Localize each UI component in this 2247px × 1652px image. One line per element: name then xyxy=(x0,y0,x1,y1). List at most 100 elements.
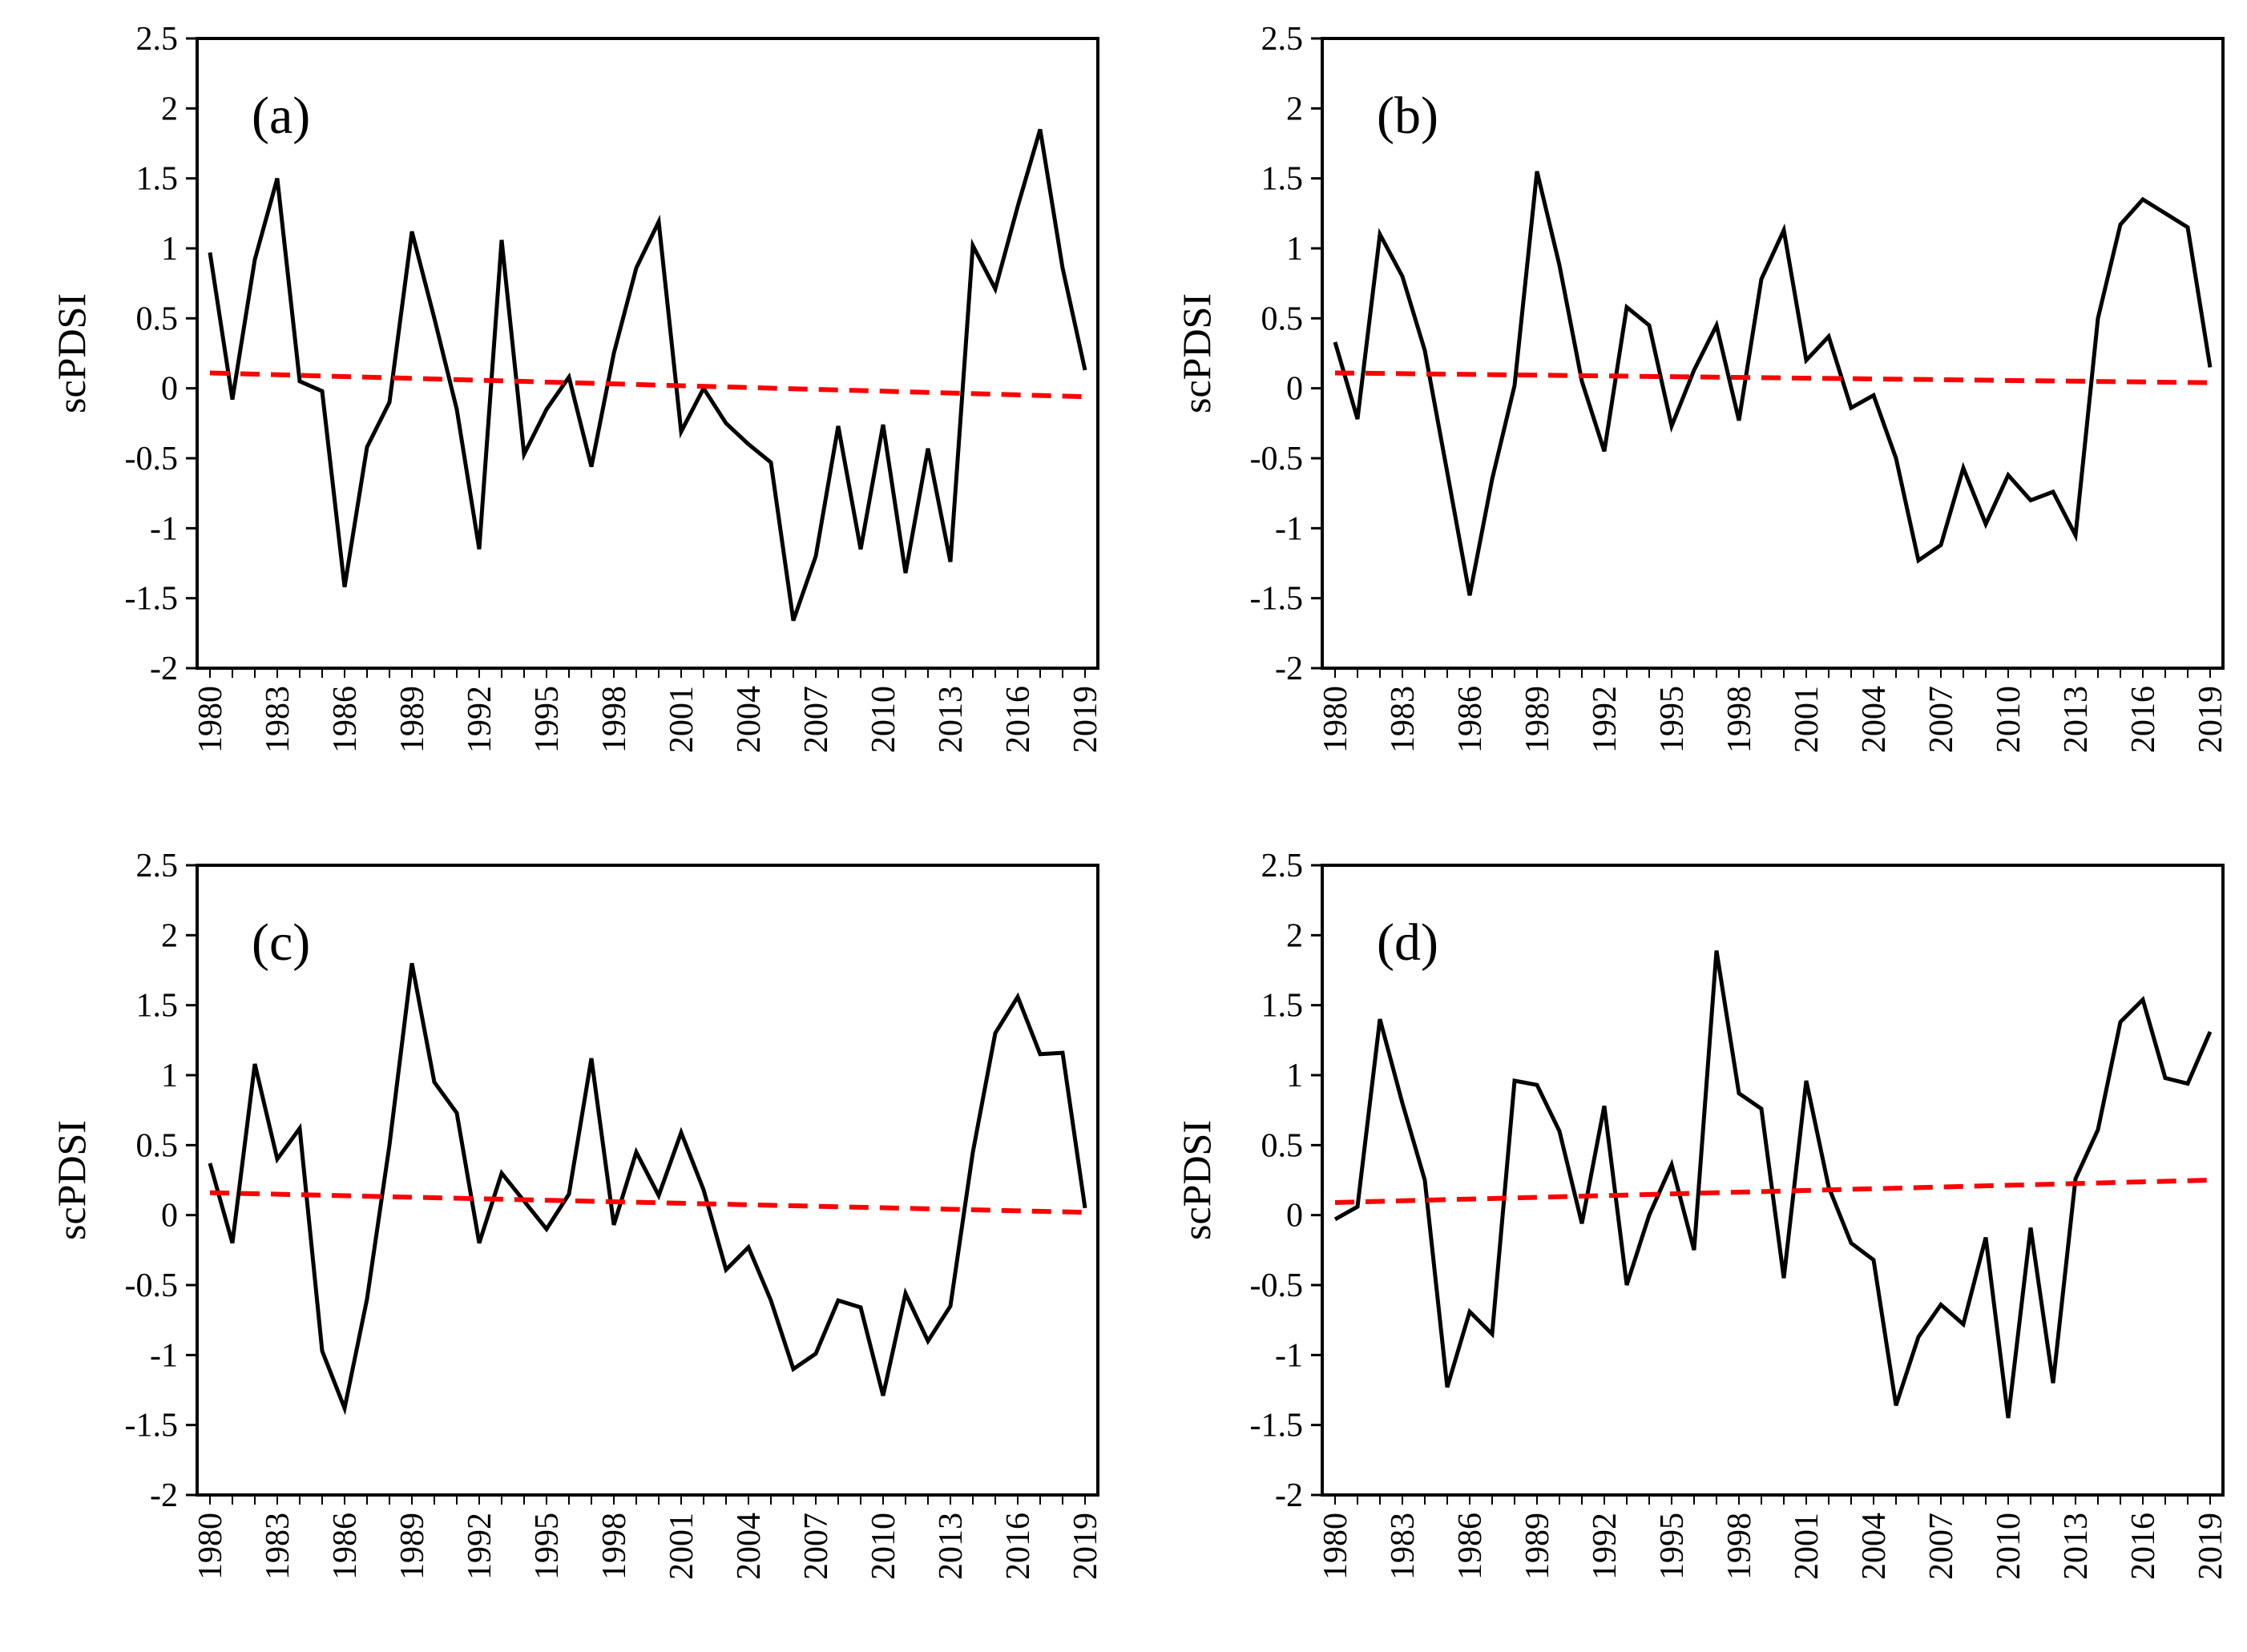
x-tick-label: 2010 xyxy=(1991,686,2027,753)
x-tick-label: 2004 xyxy=(1856,1513,1893,1580)
x-tick-label: 1998 xyxy=(596,1513,633,1580)
x-tick-label: 2010 xyxy=(865,1513,902,1580)
x-tick-label: 1998 xyxy=(1721,1513,1758,1580)
x-tick-label: 1983 xyxy=(1385,686,1422,753)
y-tick-label: 1.5 xyxy=(1261,161,1304,198)
x-tick-label: 1983 xyxy=(1385,1513,1422,1580)
chart-panel-b: 2.5 2 1.5 1 0.5 0 -0.5 -1 -1.5 -2 1980 1983 1986 1989… xyxy=(1174,21,2229,753)
y-tick-label: -1.5 xyxy=(1250,581,1304,618)
x-tick-label: 2013 xyxy=(2058,1513,2095,1580)
y-tick-label: 0.5 xyxy=(1261,1127,1304,1164)
series-line xyxy=(1333,171,2213,596)
trend-line xyxy=(209,370,1086,400)
y-axis-title: scPDSI xyxy=(49,293,94,413)
series-line xyxy=(208,962,1087,1416)
x-tick-label: 1992 xyxy=(462,686,498,753)
plot-frame xyxy=(1321,37,2225,670)
y-axis-title: scPDSI xyxy=(49,1120,94,1240)
y-tick-label: -0.5 xyxy=(125,441,179,477)
x-tick-label: 2019 xyxy=(1067,1513,1104,1580)
y-tick-label: 0.5 xyxy=(136,1127,179,1164)
y-tick-label: -1.5 xyxy=(125,581,179,618)
series-line xyxy=(208,128,1087,622)
chart-panel-d: 2.5 2 1.5 1 0.5 0 -0.5 -1 -1.5 -2 1980 1983 1986 1989… xyxy=(1174,848,2229,1580)
x-tick-label: 2010 xyxy=(865,686,902,753)
x-tick-label: 1980 xyxy=(1317,1513,1354,1580)
x-tick-label: 1989 xyxy=(394,1513,431,1580)
x-tick-label: 2010 xyxy=(1991,1513,2027,1580)
x-tick-label: 2001 xyxy=(664,686,700,753)
x-tick-label: 2013 xyxy=(933,686,970,753)
y-tick-label: -1 xyxy=(1275,510,1303,547)
y-tick-label: 0 xyxy=(161,371,178,408)
plot-frame xyxy=(196,37,1099,670)
trend-line xyxy=(1334,1178,2211,1205)
plot-frame xyxy=(196,864,1099,1497)
x-tick-label: 2004 xyxy=(731,686,768,753)
x-tick-label: 1989 xyxy=(1519,686,1556,753)
y-tick-label: -2 xyxy=(1275,1477,1303,1514)
y-tick-label: 0 xyxy=(1286,1198,1303,1235)
y-tick-label: 2.5 xyxy=(136,21,179,58)
panel-label: (a) xyxy=(252,87,310,145)
y-tick-label: 1 xyxy=(1286,1058,1303,1094)
y-tick-label: -2 xyxy=(1275,651,1303,687)
y-tick-label: -2 xyxy=(150,651,178,687)
y-tick-label: 0.5 xyxy=(136,300,179,337)
y-tick-label: 1 xyxy=(161,1058,178,1094)
panel-label: (c) xyxy=(252,913,310,972)
x-tick-label: 2007 xyxy=(798,686,835,753)
y-tick-label: 2 xyxy=(1286,91,1303,127)
x-tick-label: 2019 xyxy=(2193,686,2229,753)
plot-frame xyxy=(1321,864,2225,1497)
x-tick-label: 1992 xyxy=(1587,686,1624,753)
y-tick-label: -0.5 xyxy=(1250,1267,1304,1304)
y-tick-label: -1.5 xyxy=(125,1408,179,1444)
x-tick-label: 2007 xyxy=(798,1513,835,1580)
x-tick-label: 2013 xyxy=(933,1513,970,1580)
y-tick-label: 0 xyxy=(1286,371,1303,408)
x-tick-label: 1980 xyxy=(192,686,229,753)
x-tick-label: 1995 xyxy=(529,686,566,753)
x-tick-label: 1995 xyxy=(1654,1513,1691,1580)
x-tick-label: 1995 xyxy=(529,1513,566,1580)
y-tick-label: -0.5 xyxy=(1250,441,1304,477)
x-tick-label: 1986 xyxy=(1452,1513,1489,1580)
y-tick-label: -1 xyxy=(150,1337,178,1374)
y-tick-label: -2 xyxy=(150,1477,178,1514)
trend-line xyxy=(1334,370,2211,385)
x-tick-label: 2016 xyxy=(2125,1513,2162,1580)
x-tick-label: 1998 xyxy=(1721,686,1758,753)
x-tick-label: 2001 xyxy=(1789,1513,1825,1580)
y-tick-label: 1 xyxy=(161,231,178,268)
y-axis-title: scPDSI xyxy=(1174,293,1219,413)
x-tick-label: 1992 xyxy=(1587,1513,1624,1580)
x-tick-label: 2016 xyxy=(1000,686,1037,753)
y-tick-label: 1.5 xyxy=(1261,988,1304,1025)
y-tick-label: -1.5 xyxy=(1250,1408,1304,1444)
y-tick-label: 1 xyxy=(1286,231,1303,268)
x-tick-label: 2007 xyxy=(1923,686,1960,753)
y-tick-label: 2.5 xyxy=(1261,848,1304,884)
x-tick-label: 1986 xyxy=(327,1513,364,1580)
x-tick-label: 2004 xyxy=(731,1513,768,1580)
y-tick-label: 1.5 xyxy=(136,161,179,198)
y-tick-label: 2 xyxy=(161,91,178,127)
y-tick-label: -1 xyxy=(150,510,178,547)
y-tick-label: 0 xyxy=(161,1198,178,1235)
y-tick-label: 0.5 xyxy=(1261,300,1304,337)
x-tick-label: 2001 xyxy=(664,1513,700,1580)
x-tick-label: 1983 xyxy=(260,686,297,753)
y-axis-title: scPDSI xyxy=(1174,1120,1219,1240)
x-tick-label: 1992 xyxy=(462,1513,498,1580)
x-tick-label: 2019 xyxy=(2193,1513,2229,1580)
y-tick-label: -0.5 xyxy=(125,1267,179,1304)
x-tick-label: 1995 xyxy=(1654,686,1691,753)
x-tick-label: 1983 xyxy=(260,1513,297,1580)
y-tick-label: 2.5 xyxy=(136,848,179,884)
x-tick-label: 2007 xyxy=(1923,1513,1960,1580)
x-tick-label: 2004 xyxy=(1856,686,1893,753)
chart-panel-a: 2.5 2 1.5 1 0.5 0 -0.5 -1 -1.5 -2 1980 1983 1986 1989… xyxy=(49,21,1104,753)
chart-panel-c: 2.5 2 1.5 1 0.5 0 -0.5 -1 -1.5 -2 1980 1983 1986 1989… xyxy=(49,848,1104,1580)
